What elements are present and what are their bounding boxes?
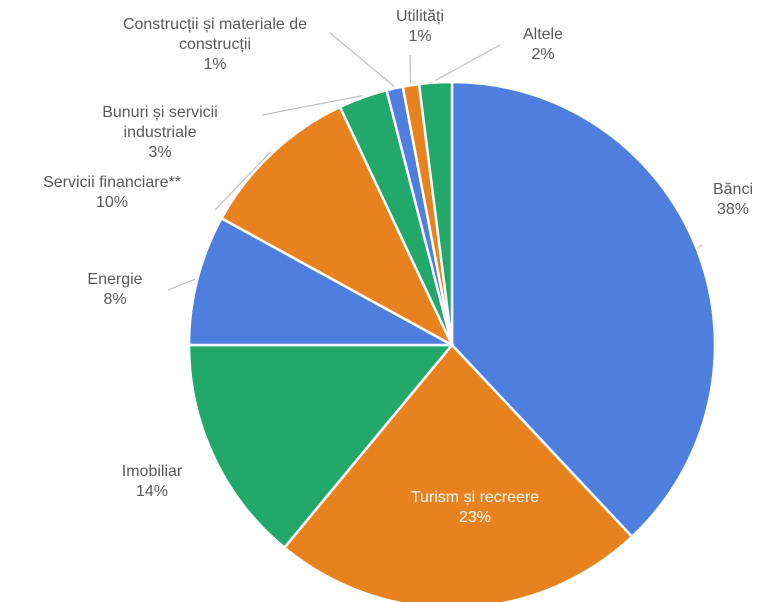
pie-slice: [450, 80, 717, 539]
slice-name: Construcții și materiale de construcții: [122, 16, 308, 53]
slice-name: Altele: [522, 26, 564, 43]
pie-slice: [219, 105, 455, 348]
slice-value: 1%: [408, 28, 432, 45]
slice-name: Energie: [87, 271, 143, 288]
slice-value: 2%: [531, 46, 555, 63]
slice-value: 3%: [148, 144, 172, 161]
slice-name: Bunuri și servicii industriale: [102, 104, 218, 141]
pie-slice: [187, 343, 455, 550]
slice-label: Construcții și materiale de construcții 1…: [95, 15, 335, 75]
slice-name: Bănci: [712, 181, 754, 198]
pie-slice: [417, 80, 454, 346]
slice-value: 1%: [203, 56, 227, 73]
slice-label: Altele 2%: [503, 25, 583, 65]
leader-line: [435, 44, 501, 82]
leader-line: [214, 151, 272, 211]
pie-slice: [282, 343, 634, 602]
leader-line: [698, 244, 703, 248]
leader-line: [167, 278, 196, 291]
slice-name: Servicii financiare**: [43, 174, 181, 191]
slice-value: 8%: [103, 291, 127, 308]
leader-line: [409, 54, 412, 84]
slice-label: Bunuri și servicii industriale 3%: [80, 103, 240, 163]
slice-label: Utilități 1%: [380, 7, 460, 47]
slice-value: 23%: [458, 509, 492, 526]
slice-name: Turism și recreere: [410, 489, 540, 506]
slice-value: 14%: [135, 483, 169, 500]
leader-line: [261, 95, 363, 116]
slice-value: 38%: [716, 201, 750, 218]
pie-slice: [187, 216, 453, 347]
slice-label: Turism și recreere 23%: [375, 488, 575, 528]
slice-label: Bănci 38%: [693, 180, 764, 220]
leader-line: [329, 32, 395, 87]
slice-label: Servicii financiare** 10%: [12, 173, 212, 213]
slice-value: 10%: [95, 194, 129, 211]
slice-label: Energie 8%: [65, 270, 165, 310]
slice-label: Imobiliar 14%: [102, 462, 202, 502]
slice-name: Imobiliar: [121, 463, 183, 480]
slice-name: Utilități: [395, 8, 444, 25]
